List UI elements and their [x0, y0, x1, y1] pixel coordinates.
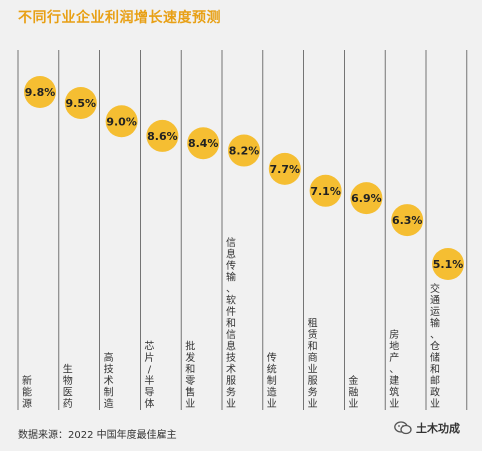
- data-point-marker: [24, 76, 56, 108]
- data-point-marker: [309, 174, 342, 207]
- data-value-label: 5.1%: [433, 258, 464, 271]
- category-label-text: 金融业: [348, 374, 358, 410]
- category-label: 批发和零售业: [185, 340, 195, 411]
- data-source-note: 数据来源：2022 中国年度最佳雇主: [18, 430, 177, 441]
- data-value-label: 8.2%: [229, 145, 260, 158]
- category-label-text: 传统制造业: [267, 352, 277, 410]
- data-value-label: 9.5%: [66, 97, 97, 110]
- data-value-label: 7.7%: [270, 163, 301, 176]
- data-value-label: 6.3%: [392, 214, 423, 227]
- data-point-marker: [105, 105, 138, 138]
- data-point-marker: [350, 182, 383, 215]
- data-value-label: 7.1%: [310, 185, 341, 198]
- category-label: 金融业: [348, 374, 358, 410]
- data-point-marker: [391, 204, 424, 237]
- data-value-label: 8.4%: [188, 137, 219, 150]
- data-point-marker: [432, 248, 464, 280]
- category-label: 新能源: [22, 374, 32, 410]
- data-value-label: 8.6%: [147, 130, 178, 143]
- data-point-marker: [268, 152, 301, 185]
- category-label-text: 信息传输、软件和信息技术服务业: [226, 237, 236, 410]
- data-value-label: 9.8%: [25, 86, 56, 99]
- wechat-icon: [394, 421, 412, 435]
- data-value-label: 9.0%: [106, 115, 137, 128]
- data-value-label: 6.9%: [351, 192, 382, 205]
- chart-title: 不同行业企业利润增长速度预测: [18, 10, 221, 26]
- category-label-text: 生物医药: [63, 363, 73, 411]
- category-label: 信息传输、软件和信息技术服务业: [226, 237, 236, 410]
- category-label-text: 芯片/半导体: [144, 340, 154, 411]
- data-point-marker: [187, 127, 220, 160]
- category-label: 传统制造业: [267, 352, 277, 410]
- category-label-text: 批发和零售业: [185, 340, 195, 411]
- category-label-text: 租赁和商业服务业: [308, 317, 318, 411]
- watermark: 土木功成: [394, 420, 460, 436]
- category-label: 高技术制造: [104, 351, 114, 410]
- category-label: 租赁和商业服务业: [308, 317, 318, 411]
- data-point-marker: [64, 86, 97, 119]
- category-label: 芯片/半导体: [144, 340, 154, 411]
- category-label-text: 交通运输、仓储和邮政业: [430, 282, 440, 410]
- category-label: 生物医药: [63, 363, 73, 411]
- category-label: 房地产、建筑业: [389, 328, 399, 410]
- category-label: 交通运输、仓储和邮政业: [430, 282, 440, 410]
- data-point-marker: [228, 134, 260, 167]
- category-label-text: 房地产、建筑业: [389, 328, 399, 410]
- category-label-text: 新能源: [22, 374, 32, 410]
- data-point-marker: [146, 119, 179, 152]
- watermark-text: 土木功成: [416, 422, 460, 435]
- category-label-text: 高技术制造: [104, 351, 114, 410]
